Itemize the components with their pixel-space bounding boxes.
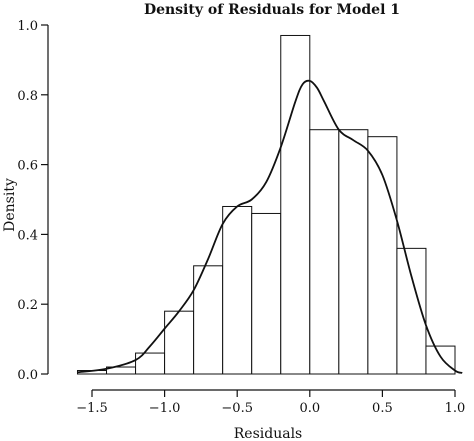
histogram-bar — [280, 34, 311, 375]
x-tick-label: −1.5 — [76, 401, 108, 416]
y-tick-label: 0.4 — [17, 228, 38, 243]
y-tick-label: 0.8 — [17, 89, 38, 104]
histogram-bar — [193, 265, 224, 375]
y-axis: 0.0 0.2 0.4 0.6 0.8 1.0 — [17, 19, 49, 383]
histogram-bar — [309, 129, 340, 375]
y-axis-label: Density — [2, 178, 18, 232]
x-tick-label: −0.5 — [221, 401, 253, 416]
histogram-bar — [367, 136, 398, 375]
y-tick-label: 0.6 — [17, 159, 38, 174]
y-tick-label: 1.0 — [17, 19, 38, 34]
histogram-bar — [425, 345, 456, 375]
histogram-bar — [338, 129, 369, 375]
x-axis: −1.5 −1.0 −0.5 0.0 0.5 1.0 — [76, 389, 466, 416]
x-tick-label: 1.0 — [445, 401, 466, 416]
histogram-bars — [76, 34, 456, 375]
x-axis-label: Residuals — [234, 426, 302, 441]
chart-title: Density of Residuals for Model 1 — [144, 2, 400, 18]
x-tick-label: −1.0 — [149, 401, 181, 416]
density-curve — [77, 79, 463, 374]
histogram-bar — [251, 212, 282, 375]
x-tick-label: 0.0 — [299, 401, 320, 416]
y-tick-label: 0.2 — [17, 298, 38, 313]
histogram-bar — [222, 205, 253, 375]
y-tick-label: 0.0 — [17, 368, 38, 383]
histogram-bar — [164, 310, 195, 375]
x-tick-label: 0.5 — [372, 401, 393, 416]
